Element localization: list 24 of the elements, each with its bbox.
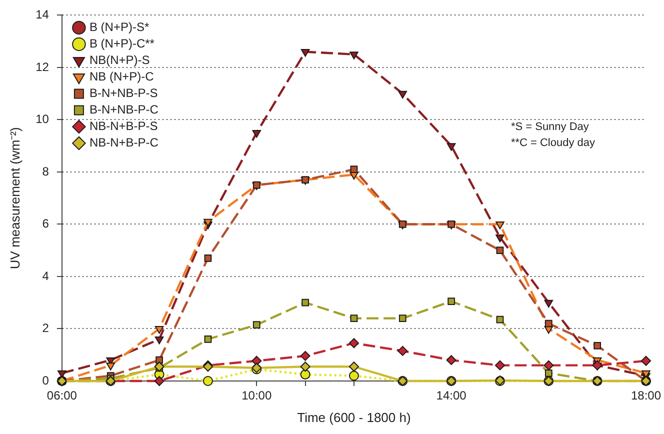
legend-label: B-N+NB-P-C — [89, 102, 159, 117]
y-tick-label: 0 — [42, 373, 50, 388]
legend-label: NB-N+B-P-C — [89, 136, 159, 150]
legend-label: NB(N+P)-S — [89, 53, 150, 68]
annotation: **C = Cloudy day — [510, 137, 596, 150]
y-tick-label: 12 — [36, 60, 50, 74]
y-tick-label: 10 — [36, 112, 50, 126]
x-tick-label: 10:00 — [242, 388, 272, 403]
y-tick-label: 14 — [36, 8, 50, 22]
legend-label: B-N+NB-P-S — [89, 86, 158, 100]
y-tick-label: 6 — [42, 216, 50, 231]
legend-label: NB-N+B-P-S — [89, 119, 158, 134]
x-tick-label: 18:00 — [630, 388, 662, 403]
x-tick-label: 06:00 — [46, 388, 78, 403]
annotation: *S = Sunny Day — [510, 121, 590, 134]
y-tick-label: 8 — [42, 164, 50, 178]
legend-label: B (N+P)-C** — [89, 36, 155, 51]
legend-label: NB (N+P)-C — [89, 70, 154, 84]
y-tick-label: 4 — [42, 268, 50, 283]
y-axis-title: UV measurement (wm⁻²) — [7, 127, 22, 270]
x-tick-label: 14:00 — [436, 388, 467, 403]
y-tick-label: 2 — [42, 321, 50, 336]
x-axis-title: Time (600 - 1800 h) — [297, 410, 411, 425]
legend-label: B (N+P)-S* — [89, 20, 150, 34]
